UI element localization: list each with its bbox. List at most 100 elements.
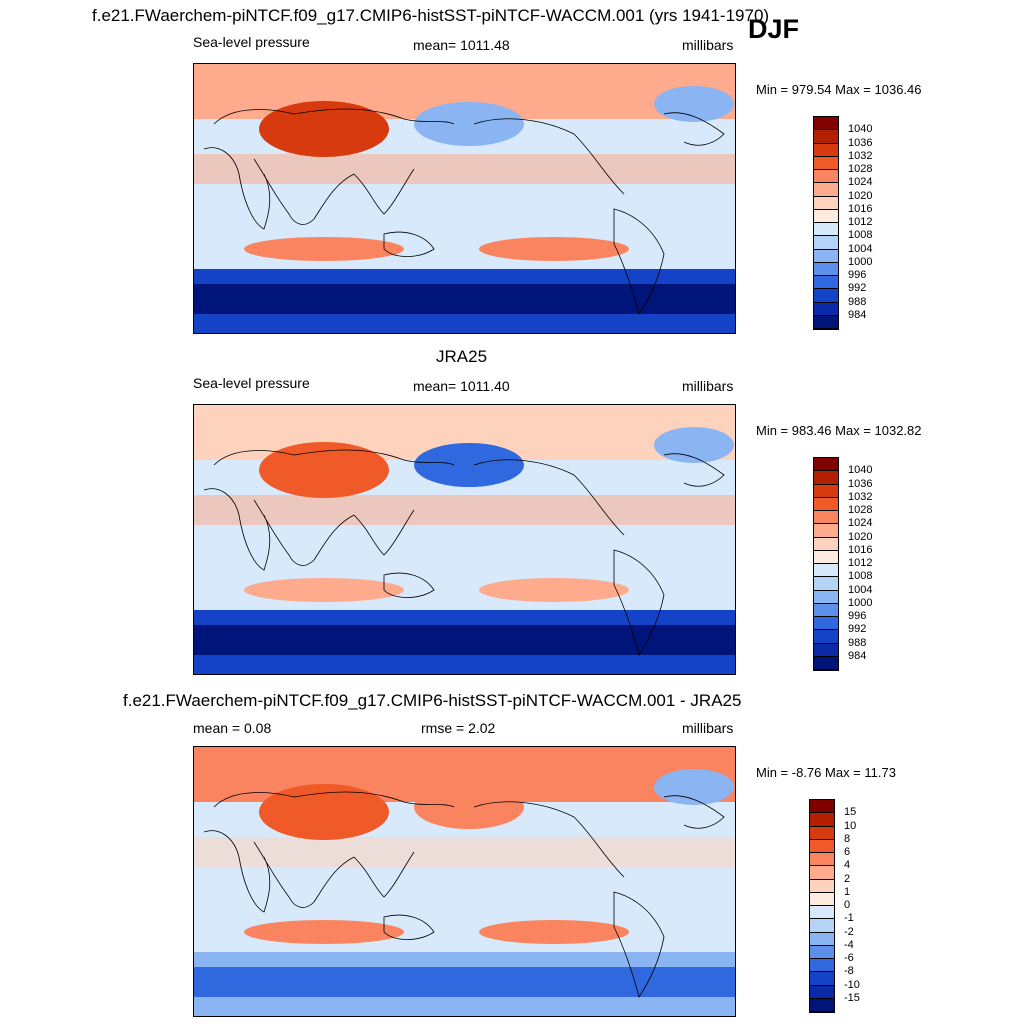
colorbar-label: 1012 bbox=[848, 216, 873, 228]
colorbar-swatch bbox=[814, 511, 838, 525]
panel3-minmax: Min = -8.76 Max = 11.73 bbox=[756, 765, 896, 780]
colorbar-label: 1020 bbox=[848, 530, 873, 543]
colorbar-swatch bbox=[814, 236, 838, 250]
season-label: DJF bbox=[748, 14, 800, 44]
coastline bbox=[213, 108, 455, 125]
colorbar-label: 1028 bbox=[848, 504, 873, 516]
panel2-variable: Sea-level pressure bbox=[193, 375, 310, 391]
colorbar-label: 15 bbox=[844, 806, 857, 819]
sh-high-pacific bbox=[479, 237, 629, 261]
colorbar-swatch bbox=[810, 839, 834, 853]
colorbar-label: 1000 bbox=[848, 596, 873, 609]
colorbar-swatch bbox=[810, 826, 834, 840]
coastline bbox=[213, 449, 455, 466]
colorbar-label: 996 bbox=[848, 610, 867, 622]
colorbar-swatch bbox=[810, 919, 834, 933]
colorbar-label: -2 bbox=[844, 925, 854, 938]
colorbar-swatch bbox=[814, 630, 838, 644]
colorbar-label: 1016 bbox=[848, 202, 873, 215]
coastline bbox=[613, 549, 665, 656]
panel2-mean: mean= 1011.40 bbox=[413, 378, 510, 394]
panel1-mean: mean= 1011.48 bbox=[413, 37, 510, 53]
panel3-rmse: rmse = 2.02 bbox=[421, 720, 496, 736]
coastline bbox=[663, 453, 725, 487]
colorbar-label: 992 bbox=[848, 282, 867, 295]
colorbar-label: 1036 bbox=[848, 477, 873, 490]
southern-ocean-trough bbox=[194, 284, 735, 314]
colorbar-swatch bbox=[814, 262, 838, 276]
nh-subtropical-band bbox=[194, 837, 735, 867]
colorbar-swatch bbox=[814, 577, 838, 591]
colorbar-swatch bbox=[814, 276, 838, 290]
southern-ocean-trough bbox=[194, 967, 735, 997]
colorbar-label: 988 bbox=[848, 636, 867, 649]
colorbar-label: 1008 bbox=[848, 570, 873, 583]
colorbar-label: -1 bbox=[844, 912, 854, 925]
coastline bbox=[353, 168, 415, 215]
colorbar-swatch bbox=[814, 156, 838, 170]
coastline bbox=[203, 488, 271, 571]
colorbar-swatch bbox=[814, 196, 838, 210]
panel3-colorbar: 15 10 8 6 4 2 1 0 -1 -2 -4 -6 -8 -10 -15 bbox=[809, 799, 860, 1013]
colorbar-swatch bbox=[814, 603, 838, 617]
colorbar-swatch bbox=[814, 537, 838, 551]
coastline bbox=[473, 801, 625, 878]
panel3-map bbox=[193, 746, 736, 1017]
panel3-mean: mean = 0.08 bbox=[193, 720, 272, 736]
colorbar-swatch bbox=[814, 617, 838, 631]
colorbar-label: -15 bbox=[844, 991, 860, 1004]
colorbar-swatch bbox=[814, 170, 838, 184]
colorbar-label: 1032 bbox=[848, 149, 873, 162]
colorbar-label: 1004 bbox=[848, 583, 873, 596]
colorbar-swatch bbox=[814, 497, 838, 511]
panel3-title: f.e21.FWaerchem-piNTCF.f09_g17.CMIP6-his… bbox=[123, 691, 742, 710]
nh-subtropical-band bbox=[194, 495, 735, 525]
coastline bbox=[253, 499, 355, 566]
colorbar-swatch bbox=[810, 813, 834, 827]
colorbar-label: 10 bbox=[844, 819, 857, 832]
colorbar-swatch bbox=[810, 892, 834, 906]
colorbar-swatch bbox=[814, 183, 838, 197]
coastline bbox=[663, 795, 725, 829]
coastline bbox=[353, 851, 415, 898]
coastline bbox=[213, 791, 455, 808]
coastline bbox=[203, 830, 271, 913]
southern-ocean-trough bbox=[194, 625, 735, 655]
map-field bbox=[194, 405, 735, 674]
colorbar-swatch bbox=[810, 853, 834, 867]
colorbar-swatch bbox=[814, 209, 838, 223]
panel3-units: millibars bbox=[682, 720, 734, 736]
colorbar-swatch bbox=[814, 458, 838, 472]
colorbar-label: 1012 bbox=[848, 557, 873, 569]
colorbar-label: 6 bbox=[844, 846, 851, 858]
colorbar-swatch bbox=[810, 972, 834, 986]
aleutian-low bbox=[414, 102, 524, 146]
colorbar-swatch bbox=[814, 524, 838, 538]
colorbar-swatch bbox=[814, 590, 838, 604]
colorbar-swatch bbox=[814, 223, 838, 237]
sh-high-pacific bbox=[479, 920, 629, 944]
colorbar-label: 1024 bbox=[848, 176, 873, 189]
colorbar-swatch bbox=[814, 484, 838, 498]
colorbar-swatch bbox=[810, 866, 834, 880]
panel2-title: JRA25 bbox=[436, 347, 488, 366]
colorbar-label: 1020 bbox=[848, 189, 873, 202]
colorbar-swatch bbox=[814, 249, 838, 263]
coastline bbox=[473, 459, 625, 536]
coastline bbox=[383, 231, 435, 257]
colorbar-label: 2 bbox=[844, 872, 851, 885]
coastline bbox=[253, 841, 355, 908]
colorbar-label: 1040 bbox=[848, 464, 873, 477]
panel2-colorbar: 1040 1036 1032 1028 1024 1020 1016 1012 1008 1004… bbox=[813, 457, 872, 671]
colorbar-swatch bbox=[814, 130, 838, 144]
colorbar-swatch bbox=[810, 998, 834, 1012]
colorbar-label: 996 bbox=[848, 269, 867, 281]
colorbar-label: 1032 bbox=[848, 490, 873, 503]
map-field bbox=[194, 64, 735, 333]
colorbar-swatch bbox=[810, 800, 834, 814]
coastline bbox=[663, 112, 725, 146]
colorbar-swatch bbox=[814, 656, 838, 670]
colorbar-label: 1000 bbox=[848, 255, 873, 268]
panel1-variable: Sea-level pressure bbox=[193, 34, 310, 50]
colorbar-label: 1008 bbox=[848, 229, 873, 242]
